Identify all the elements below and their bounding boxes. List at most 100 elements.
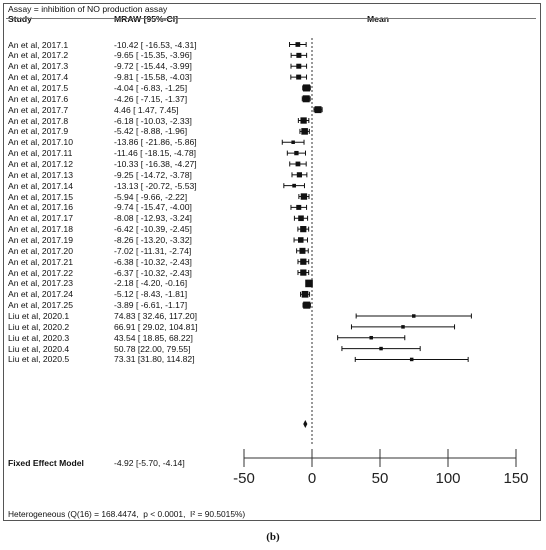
study-effect-text: -9.25 [ -14.72, -3.78]: [114, 169, 192, 180]
study-effect-text: -6.38 [ -10.32, -2.43]: [114, 256, 192, 267]
point-estimate: [401, 325, 405, 329]
point-estimate: [294, 150, 299, 156]
study-effect-text: 43.54 [ 18.85, 68.22]: [114, 332, 193, 343]
figure-frame: [3, 3, 541, 521]
column-header-mean: Mean: [367, 14, 389, 24]
point-estimate: [301, 290, 309, 298]
summary-diamond: [303, 420, 308, 428]
study-label: An et al, 2017.3: [8, 61, 69, 72]
study-label: Liu et al, 2020.2: [8, 321, 70, 332]
study-label: Liu et al, 2020.4: [8, 343, 70, 354]
point-estimate: [300, 117, 307, 124]
study-label: An et al, 2017.13: [8, 169, 73, 180]
point-estimate: [369, 335, 373, 340]
study-effect-text: -3.89 [ -6.61, -1.17]: [114, 300, 188, 311]
point-estimate: [301, 128, 308, 135]
study-effect-text: -6.42 [ -10.39, -2.45]: [114, 224, 192, 235]
point-estimate: [303, 301, 311, 309]
figure-caption: (b): [266, 531, 280, 543]
header-separator: [6, 18, 536, 19]
study-label: An et al, 2017.11: [8, 148, 73, 159]
study-effect-text: -11.46 [ -18.15, -4.78]: [114, 148, 197, 159]
heterogeneity-text: Heterogeneous (Q(16) = 168.4474, p < 0.0…: [8, 509, 246, 519]
x-tick-label: 150: [503, 470, 528, 487]
point-estimate: [302, 84, 311, 92]
study-effect-text: -8.08 [ -12.93, -3.24]: [114, 213, 192, 224]
study-effect-text: -5.12 [ -8.43, -1.81]: [114, 289, 188, 300]
study-effect-text: 50.78 [22.00, 79.55]: [114, 343, 191, 354]
summary-label: Fixed Effect Model: [8, 458, 84, 468]
study-effect-text: 4.46 [ 1.47, 7.45]: [114, 104, 179, 115]
point-estimate: [302, 95, 310, 103]
point-estimate: [300, 226, 307, 233]
assay-title: Assay = inhibition of NO production assa…: [8, 4, 168, 14]
study-effect-text: 73.31 [31.80, 114.82]: [114, 354, 195, 365]
study-effect-text: 66.91 [ 29.02, 104.81]: [114, 321, 198, 332]
study-label: An et al, 2017.25: [8, 300, 73, 311]
column-header-study: Study: [8, 14, 32, 24]
study-label: An et al, 2017.7: [8, 104, 69, 115]
point-estimate: [295, 42, 301, 47]
study-label: An et al, 2017.5: [8, 82, 69, 93]
study-label: An et al, 2017.19: [8, 234, 73, 245]
study-effect-text: -10.42 [ -16.53, -4.31]: [114, 39, 197, 50]
x-tick-label: 100: [435, 470, 460, 487]
point-estimate: [412, 314, 416, 318]
point-estimate: [292, 183, 296, 188]
point-estimate: [314, 106, 322, 114]
point-estimate: [300, 193, 308, 200]
study-effect-text: -10.33 [ -16.38, -4.27]: [114, 158, 197, 169]
study-label: An et al, 2017.22: [8, 267, 73, 278]
summary-effect-text: -4.92 [-5.70, -4.14]: [114, 458, 185, 468]
study-label: An et al, 2017.14: [8, 180, 73, 191]
study-effect-text: -13.13 [ -20.72, -5.53]: [114, 180, 197, 191]
point-estimate: [295, 161, 301, 167]
study-label: Liu et al, 2020.1: [8, 311, 70, 321]
point-estimate: [291, 140, 295, 144]
study-effect-text: -6.37 [ -10.32, -2.43]: [114, 267, 192, 278]
point-estimate: [299, 247, 306, 254]
point-estimate: [296, 52, 302, 58]
point-estimate: [300, 258, 307, 265]
x-tick-label: -50: [233, 470, 255, 487]
x-tick-label: 0: [308, 470, 316, 487]
study-label: An et al, 2017.20: [8, 245, 73, 256]
study-effect-text: -13.86 [ -21.86, -5.86]: [114, 137, 197, 148]
study-label: An et al, 2017.23: [8, 278, 73, 289]
study-effect-text: -4.04 [ -6.83, -1.25]: [114, 82, 188, 93]
study-effect-text: -7.02 [ -11.31, -2.74]: [114, 245, 192, 256]
study-label: An et al, 2017.1: [8, 39, 69, 50]
study-effect-text: -4.26 [ -7.15, -1.37]: [114, 93, 188, 104]
study-effect-text: -9.65 [ -15.35, -3.96]: [114, 50, 192, 61]
study-label: An et al, 2017.16: [8, 202, 73, 213]
study-label: An et al, 2017.9: [8, 126, 69, 137]
study-effect-text: -5.42 [ -8.88, -1.96]: [114, 126, 188, 137]
point-estimate: [379, 346, 383, 351]
study-label: An et al, 2017.4: [8, 72, 69, 83]
study-label: An et al, 2017.6: [8, 93, 69, 104]
point-estimate: [409, 357, 414, 362]
study-label: An et al, 2017.12: [8, 158, 73, 169]
study-label: An et al, 2017.8: [8, 115, 69, 126]
study-effect-text: -8.26 [ -13.20, -3.32]: [114, 234, 192, 245]
point-estimate: [296, 204, 302, 210]
study-effect-text: -9.74 [ -15.47, -4.00]: [114, 202, 192, 213]
point-estimate: [305, 279, 313, 288]
study-effect-text: -6.18 [ -10.03, -2.33]: [114, 115, 192, 126]
study-label: An et al, 2017.10: [8, 137, 73, 148]
point-estimate: [296, 74, 302, 80]
point-estimate: [296, 63, 302, 69]
study-label: Liu et al, 2020.5: [8, 354, 70, 365]
study-effect-text: -2.18 [ -4.20, -0.16]: [114, 278, 188, 289]
point-estimate: [298, 215, 304, 222]
study-effect-text: -9.81 [ -15.58, -4.03]: [114, 72, 192, 83]
study-label: An et al, 2017.2: [8, 50, 69, 61]
study-label: An et al, 2017.24: [8, 289, 73, 300]
study-label: An et al, 2017.15: [8, 191, 73, 202]
study-effect-text: -5.94 [ -9.66, -2.22]: [114, 191, 188, 202]
x-tick-label: 50: [372, 470, 389, 487]
point-estimate: [296, 172, 303, 178]
point-estimate: [297, 237, 304, 243]
study-label: Liu et al, 2020.3: [8, 332, 70, 343]
